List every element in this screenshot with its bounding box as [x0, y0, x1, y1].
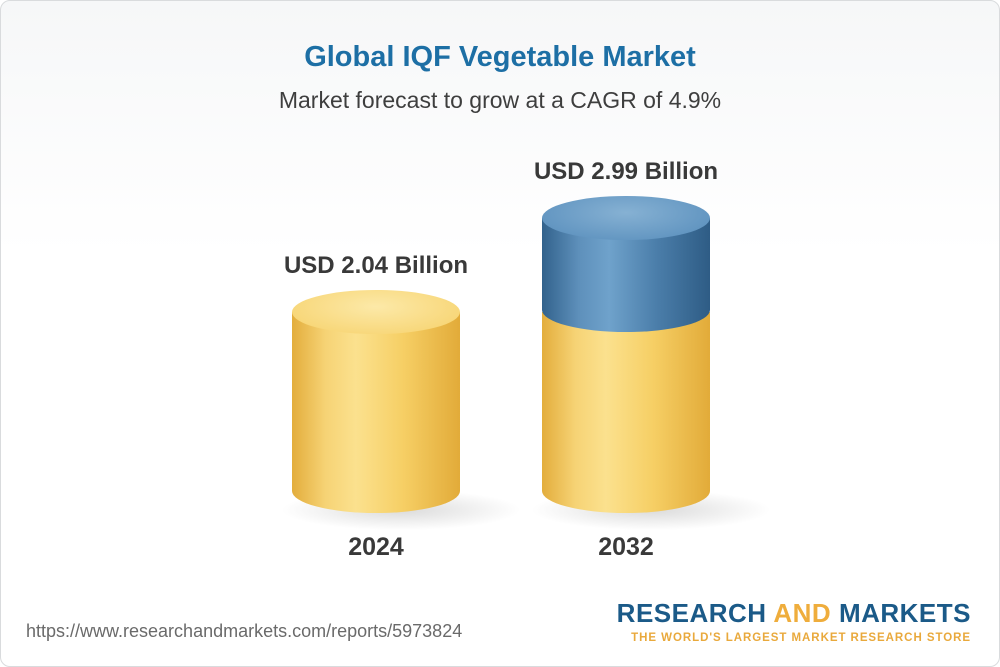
logo-tagline: THE WORLD'S LARGEST MARKET RESEARCH STOR…: [631, 632, 971, 644]
chart-subtitle: Market forecast to grow at a CAGR of 4.9…: [278, 87, 722, 113]
value-label: USD 2.04 Billion: [283, 252, 469, 280]
cylinder-segment-yellow: [292, 312, 460, 513]
logo-word-markets: MARKETS: [838, 598, 971, 628]
category-label: 2032: [598, 533, 654, 561]
value-label: USD 2.99 Billion: [533, 158, 719, 186]
source-url[interactable]: https://www.researchandmarkets.com/repor…: [26, 621, 463, 641]
logo-wordmark: RESEARCH AND MARKETS: [617, 598, 971, 629]
cylinder-segment-yellow: [542, 312, 710, 513]
logo-word-and: AND: [773, 598, 832, 628]
cylinder-top: [292, 290, 460, 335]
category-label: 2024: [348, 533, 404, 561]
logo-word-research: RESEARCH: [616, 598, 767, 628]
researchandmarkets-logo: RESEARCH AND MARKETS THE WORLD'S LARGEST…: [617, 598, 971, 644]
chart-title: Global IQF Vegetable Market: [304, 41, 696, 73]
cylinder-top: [542, 196, 710, 241]
